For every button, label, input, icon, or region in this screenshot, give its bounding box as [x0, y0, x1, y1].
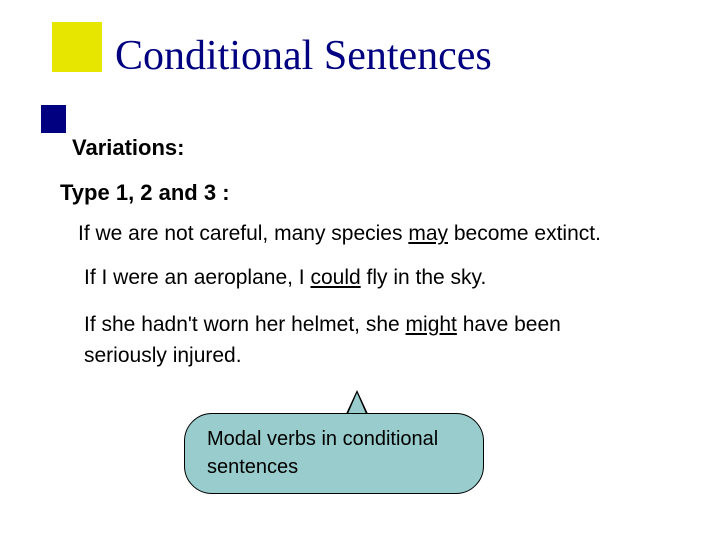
decor-accent-bar [41, 105, 66, 133]
bubble-line1: Modal verbs in conditional [207, 428, 461, 451]
example-3-modal: might [406, 313, 457, 336]
example-1: If we are not careful, many species may … [78, 222, 601, 246]
example-3: If she hadn't worn her helmet, she might… [84, 313, 561, 368]
example-2-pre: If I were an aeroplane, I [84, 266, 310, 289]
example-3-line2: seriously injured. [84, 344, 561, 368]
example-3-line1: If she hadn't worn her helmet, she might… [84, 313, 561, 337]
slide-title: Conditional Sentences [115, 32, 492, 80]
decor-yellow-square [52, 22, 102, 72]
type-label: Type 1, 2 and 3 : [60, 180, 230, 206]
example-3-pre: If she hadn't worn her helmet, she [84, 313, 406, 336]
example-1-modal: may [408, 222, 448, 245]
variations-label: Variations: [72, 135, 184, 161]
example-1-post: become extinct. [448, 222, 601, 245]
example-1-pre: If we are not careful, many species [78, 222, 408, 245]
callout-bubble: Modal verbs in conditional sentences [184, 413, 484, 494]
example-2: If I were an aeroplane, I could fly in t… [84, 266, 486, 290]
bubble-line2: sentences [207, 456, 461, 479]
example-2-modal: could [310, 266, 360, 289]
example-2-post: fly in the sky. [361, 266, 487, 289]
example-3-post: have been [457, 313, 561, 336]
